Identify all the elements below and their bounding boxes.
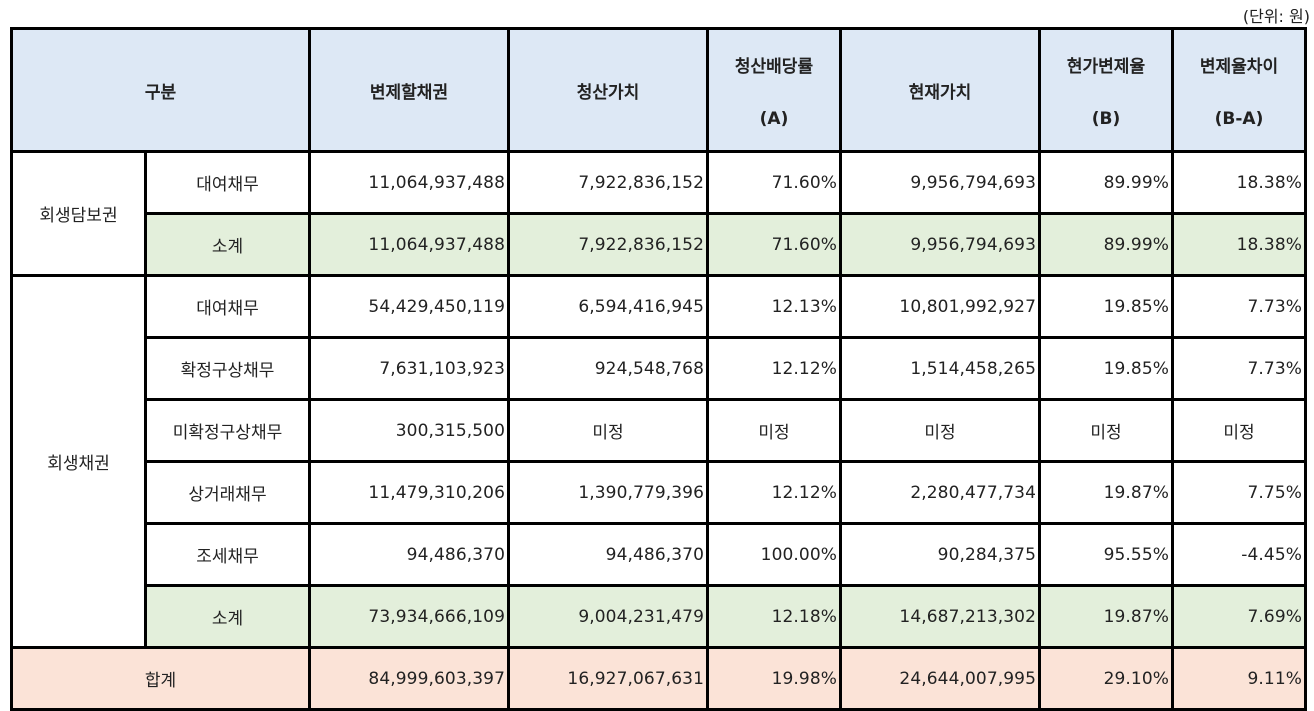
claims-cell: 11,479,310,206 (308, 460, 510, 525)
subtotal-row: 소계 11,064,937,488 7,922,836,152 71.60% 9,956… (12, 212, 1307, 277)
table-row: 회생담보권 대여채무 11,064,937,488 7,922,836,152 71.6… (10, 150, 1307, 277)
pv-rate-cell: 89.99% (1038, 150, 1174, 215)
liquidation-value-cell: 7,922,836,152 (507, 212, 709, 277)
rate-diff-cell: -4.45% (1171, 522, 1307, 587)
liquidation-rate-cell: 12.12% (706, 336, 842, 401)
pv-rate-cell: 95.55% (1038, 522, 1174, 587)
group-label: 회생담보권 (10, 150, 147, 277)
claims-cell: 84,999,603,397 (308, 646, 510, 711)
liquidation-value-cell: 16,927,067,631 (507, 646, 709, 711)
liquidation-rate-cell: 12.12% (706, 460, 842, 525)
rate-diff-cell: 7.73% (1171, 336, 1307, 401)
table-row: 회생채권 대여채무 54,429,450,119 6,594,416,945 12.13… (10, 274, 1307, 649)
liquidation-value-cell: 6,594,416,945 (507, 274, 709, 339)
header-pv-rate-line1: 현가변제율 (1066, 56, 1146, 77)
claims-cell: 11,064,937,488 (308, 150, 510, 215)
row-label: 소계 (144, 212, 311, 277)
pv-rate-cell: 19.85% (1038, 274, 1174, 339)
table-row: 조세채무 94,486,370 94,486,370 100.00% 90,284,37… (12, 522, 1307, 587)
present-value-cell: 90,284,375 (839, 522, 1041, 587)
liquidation-value-cell: 7,922,836,152 (507, 150, 709, 215)
row-label: 상거래채무 (144, 460, 311, 525)
liquidation-rate-cell: 19.98% (706, 646, 842, 711)
table-row: 확정구상채무 7,631,103,923 924,548,768 12.12% 1,51… (12, 336, 1307, 401)
claims-cell: 7,631,103,923 (308, 336, 510, 401)
liquidation-value-cell: 924,548,768 (507, 336, 709, 401)
header-rate-diff: 변제율차이 (B-A) (1171, 27, 1307, 153)
present-value-cell: 9,956,794,693 (839, 150, 1041, 215)
claims-cell: 94,486,370 (308, 522, 510, 587)
group-label: 회생채권 (10, 274, 147, 649)
pv-rate-cell: 89.99% (1038, 212, 1174, 277)
liquidation-value-cell: 9,004,231,479 (507, 584, 709, 649)
row-label: 소계 (144, 584, 311, 649)
unit-note: (단위: 원) (1242, 7, 1310, 26)
present-value-cell: 미정 (839, 398, 1041, 463)
row-label: 대여채무 (144, 150, 311, 215)
claims-cell: 11,064,937,488 (308, 212, 510, 277)
pv-rate-cell: 29.10% (1038, 646, 1174, 711)
rate-diff-cell: 7.73% (1171, 274, 1307, 339)
header-pv-rate-line2: (B) (1091, 108, 1121, 129)
liquidation-value-cell: 94,486,370 (507, 522, 709, 587)
liquidation-rate-cell: 71.60% (706, 150, 842, 215)
liquidation-rate-cell: 12.13% (706, 274, 842, 339)
header-rate-diff-line2: (B-A) (1214, 108, 1264, 129)
present-value-cell: 2,280,477,734 (839, 460, 1041, 525)
present-value-cell: 1,514,458,265 (839, 336, 1041, 401)
table-row: 상거래채무 11,479,310,206 1,390,779,396 12.12% 2,… (12, 460, 1307, 525)
liquidation-rate-cell: 71.60% (706, 212, 842, 277)
rate-diff-cell: 9.11% (1171, 646, 1307, 711)
claims-cell: 54,429,450,119 (308, 274, 510, 339)
repayment-comparison-table: 구분 변제할채권 청산가치 청산배당률 (A) 현재가치 현가변제율 (B) 변… (10, 27, 1307, 711)
rate-diff-cell: 미정 (1171, 398, 1307, 463)
rate-diff-cell: 7.75% (1171, 460, 1307, 525)
present-value-cell: 14,687,213,302 (839, 584, 1041, 649)
present-value-cell: 24,644,007,995 (839, 646, 1041, 711)
header-claims: 변제할채권 (308, 27, 510, 153)
present-value-cell: 10,801,992,927 (839, 274, 1041, 339)
row-label: 미확정구상채무 (144, 398, 311, 463)
rate-diff-cell: 18.38% (1171, 212, 1307, 277)
table-row: 미확정구상채무 300,315,500 미정 미정 미정 미정 미정 (12, 398, 1307, 463)
pv-rate-cell: 19.87% (1038, 460, 1174, 525)
header-liquidation-rate: 청산배당률 (A) (706, 27, 842, 153)
header-row: 구분 변제할채권 청산가치 청산배당률 (A) 현재가치 현가변제율 (B) 변… (10, 27, 1307, 153)
total-row: 합계 84,999,603,397 16,927,067,631 19.98% 24,6… (10, 646, 1307, 711)
header-liquidation-value: 청산가치 (507, 27, 709, 153)
liquidation-rate-cell: 미정 (706, 398, 842, 463)
liquidation-value-cell: 1,390,779,396 (507, 460, 709, 525)
header-present-value: 현재가치 (839, 27, 1041, 153)
claims-cell: 73,934,666,109 (308, 584, 510, 649)
pv-rate-cell: 미정 (1038, 398, 1174, 463)
header-category: 구분 (10, 27, 311, 153)
liquidation-rate-cell: 100.00% (706, 522, 842, 587)
header-pv-rate: 현가변제율 (B) (1038, 27, 1174, 153)
present-value-cell: 9,956,794,693 (839, 212, 1041, 277)
rate-diff-cell: 7.69% (1171, 584, 1307, 649)
claims-cell: 300,315,500 (308, 398, 510, 463)
pv-rate-cell: 19.85% (1038, 336, 1174, 401)
liquidation-rate-cell: 12.18% (706, 584, 842, 649)
row-label: 대여채무 (144, 274, 311, 339)
row-label: 확정구상채무 (144, 336, 311, 401)
row-label: 조세채무 (144, 522, 311, 587)
total-label: 합계 (10, 646, 311, 711)
pv-rate-cell: 19.87% (1038, 584, 1174, 649)
subtotal-row: 소계 73,934,666,109 9,004,231,479 12.18% 14,68… (12, 584, 1307, 649)
header-rate-diff-line1: 변제율차이 (1199, 56, 1279, 77)
rate-diff-cell: 18.38% (1171, 150, 1307, 215)
header-liquidation-rate-line2: (A) (759, 108, 789, 129)
liquidation-value-cell: 미정 (507, 398, 709, 463)
header-liquidation-rate-line1: 청산배당률 (734, 56, 814, 77)
